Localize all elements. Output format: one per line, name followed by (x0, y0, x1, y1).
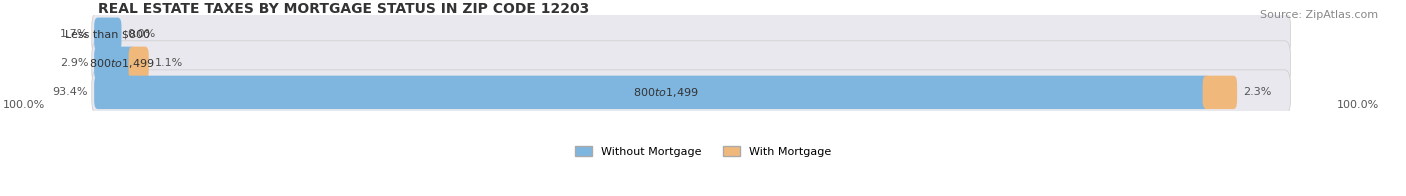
Text: 2.9%: 2.9% (59, 58, 89, 68)
Text: $800 to $1,499: $800 to $1,499 (633, 86, 699, 99)
Text: 1.1%: 1.1% (155, 58, 183, 68)
Text: 0.0%: 0.0% (128, 29, 156, 39)
Legend: Without Mortgage, With Mortgage: Without Mortgage, With Mortgage (571, 142, 835, 161)
Text: 100.0%: 100.0% (3, 100, 45, 110)
Text: Less than $800: Less than $800 (65, 29, 150, 39)
FancyBboxPatch shape (128, 47, 149, 80)
FancyBboxPatch shape (91, 41, 1291, 86)
FancyBboxPatch shape (91, 12, 1291, 57)
Text: 2.3%: 2.3% (1243, 87, 1271, 97)
Text: REAL ESTATE TAXES BY MORTGAGE STATUS IN ZIP CODE 12203: REAL ESTATE TAXES BY MORTGAGE STATUS IN … (98, 2, 589, 16)
Text: 93.4%: 93.4% (53, 87, 89, 97)
FancyBboxPatch shape (91, 70, 1291, 115)
Text: $800 to $1,499: $800 to $1,499 (89, 57, 155, 70)
FancyBboxPatch shape (94, 76, 1209, 109)
Text: 1.7%: 1.7% (60, 29, 89, 39)
FancyBboxPatch shape (1202, 76, 1237, 109)
FancyBboxPatch shape (94, 18, 121, 51)
Text: Source: ZipAtlas.com: Source: ZipAtlas.com (1260, 10, 1378, 20)
FancyBboxPatch shape (94, 47, 136, 80)
Text: 100.0%: 100.0% (1337, 100, 1379, 110)
